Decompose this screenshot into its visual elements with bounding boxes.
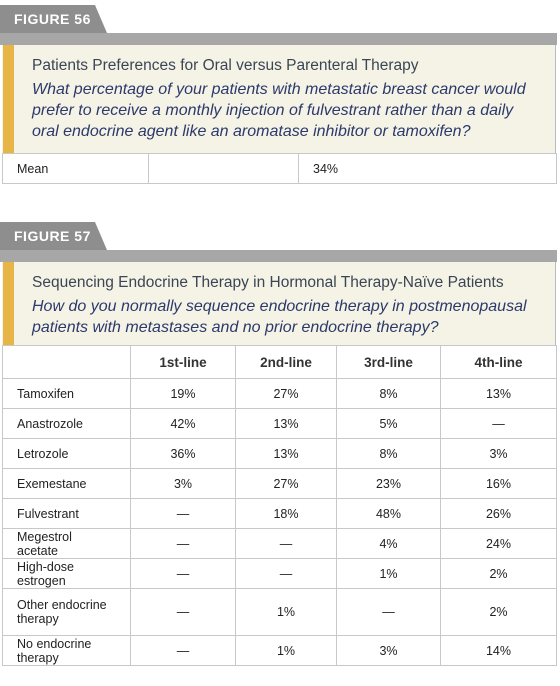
- cell: 2%: [440, 588, 557, 636]
- question-line: What percentage of your patients with me…: [32, 81, 526, 98]
- figure-header: Patients Preferences for Oral versus Par…: [2, 45, 556, 153]
- figure-title: Sequencing Endocrine Therapy in Hormonal…: [32, 274, 504, 291]
- cell: —: [336, 588, 441, 636]
- question-line: oral endocrine agent like an aromatase i…: [32, 123, 471, 140]
- cell: —: [130, 588, 236, 636]
- cell: 1%: [235, 635, 337, 666]
- table-row: Mean 34%: [2, 153, 557, 184]
- cell: 2%: [440, 558, 557, 589]
- row-label: Megestrol acetate: [2, 528, 131, 559]
- row-label: No endocrine therapy: [2, 635, 131, 666]
- column-header: 2nd-line: [235, 345, 337, 379]
- cell: 27%: [235, 378, 337, 409]
- cell: 1%: [336, 558, 441, 589]
- figure-label: FIGURE 57: [14, 228, 91, 244]
- cell: 14%: [440, 635, 557, 666]
- row-label: Mean: [2, 153, 149, 184]
- cell: —: [130, 528, 236, 559]
- cell: —: [130, 498, 236, 529]
- cell: 3%: [336, 635, 441, 666]
- cell: —: [235, 528, 337, 559]
- cell: 3%: [440, 438, 557, 469]
- cell: —: [440, 408, 557, 439]
- cell: 48%: [336, 498, 441, 529]
- row-label: Tamoxifen: [2, 378, 131, 409]
- cell: 13%: [440, 378, 557, 409]
- cell: 27%: [235, 468, 337, 499]
- cell: 19%: [130, 378, 236, 409]
- table-row: Megestrol acetate — —4% 24%: [2, 528, 557, 559]
- table-row: Anastrozole 42% 13% 5% —: [2, 408, 557, 439]
- row-label: Fulvestrant: [2, 498, 131, 529]
- cell: 23%: [336, 468, 441, 499]
- column-header: 4th-line: [440, 345, 557, 379]
- cell: 16%: [440, 468, 557, 499]
- table-row: Fulvestrant —18% 48% 26%: [2, 498, 557, 529]
- cell: 3%: [130, 468, 236, 499]
- corner-cell: [2, 345, 131, 379]
- row-label: Letrozole: [2, 438, 131, 469]
- header-row: 1st-line 2nd-line 3rd-line 4th-line: [2, 345, 557, 379]
- cell: 13%: [235, 408, 337, 439]
- figure-tab: [0, 222, 557, 262]
- question-line: prefer to receive a monthly injection of…: [32, 102, 514, 119]
- cell: 26%: [440, 498, 557, 529]
- column-header: 1st-line: [130, 345, 236, 379]
- empty-cell: [148, 153, 299, 184]
- cell: —: [235, 558, 337, 589]
- table-body: 1st-line 2nd-line 3rd-line 4th-line Tamoxife…: [2, 345, 557, 666]
- table-row: Exemestane 3% 27% 23% 16%: [2, 468, 557, 499]
- table-body: Mean 34%: [2, 153, 557, 184]
- table: Mean 34%: [2, 153, 557, 184]
- figure-header: Sequencing Endocrine Therapy in Hormonal…: [2, 262, 556, 345]
- table-row: High-dose estrogen — —1% 2%: [2, 558, 557, 589]
- row-label: Anastrozole: [2, 408, 131, 439]
- cell: 24%: [440, 528, 557, 559]
- question-line: patients with metastases and no prior en…: [32, 319, 439, 336]
- question: What percentage of your patients with me…: [32, 79, 555, 142]
- cell: 13%: [235, 438, 337, 469]
- row-label: High-dose estrogen: [2, 558, 131, 589]
- table-row: Tamoxifen 19% 27% 8% 13%: [2, 378, 557, 409]
- figure-label: FIGURE 56: [14, 11, 91, 27]
- cell: —: [130, 635, 236, 666]
- table: 1st-line 2nd-line 3rd-line 4th-line Tamoxife…: [2, 345, 557, 666]
- cell: 8%: [336, 438, 441, 469]
- cell: 5%: [336, 408, 441, 439]
- table-row: Letrozole 36% 13% 8% 3%: [2, 438, 557, 469]
- cell: 18%: [235, 498, 337, 529]
- row-label: Exemestane: [2, 468, 131, 499]
- cell: 8%: [336, 378, 441, 409]
- table-row: No endocrine therapy —1% 3% 14%: [2, 635, 557, 666]
- column-header: 3rd-line: [336, 345, 441, 379]
- cell: —: [130, 558, 236, 589]
- cell: 42%: [130, 408, 236, 439]
- row-label: Other endocrine therapy: [2, 588, 131, 636]
- table-row: Other endocrine therapy —1% —2%: [2, 588, 557, 636]
- figure-title: Patients Preferences for Oral versus Par…: [32, 57, 419, 74]
- cell: 34%: [298, 153, 557, 184]
- question: How do you normally sequence endocrine t…: [32, 296, 555, 338]
- cell: 1%: [235, 588, 337, 636]
- cell: 4%: [336, 528, 441, 559]
- cell: 36%: [130, 438, 236, 469]
- question-line: How do you normally sequence endocrine t…: [32, 298, 527, 315]
- figure-tab: [0, 5, 557, 45]
